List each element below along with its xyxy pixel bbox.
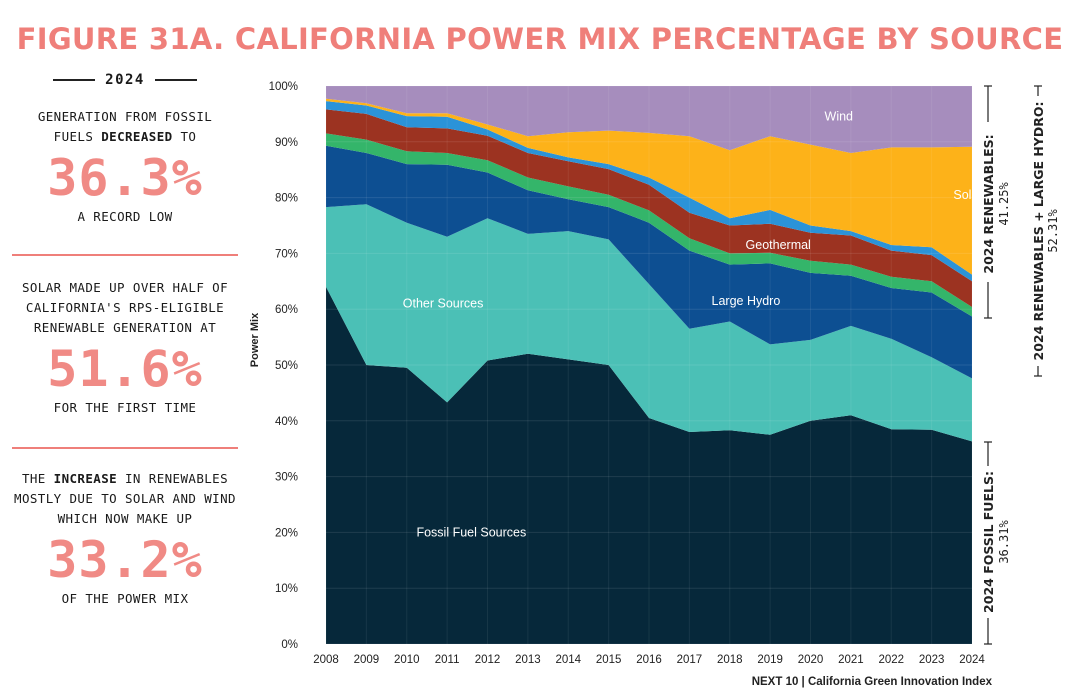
area-label-geothermal: Geothermal xyxy=(746,238,811,252)
gridlines xyxy=(325,85,973,645)
stat-solar-share: SOLAR MADE UP OVER HALF OF CALIFORNIA'S … xyxy=(12,278,238,415)
area-biomass xyxy=(326,133,972,317)
renewables-value: 41.25% xyxy=(997,182,1011,226)
y-tick-label: 80% xyxy=(275,193,298,205)
y-tick-label: 70% xyxy=(275,248,298,260)
stat2-line3: RENEWABLE GENERATION AT xyxy=(33,320,217,335)
renew-hydro-label-bg xyxy=(1028,96,1056,366)
area-labels: Fossil Fuel Sources Other Sources Large Hy… xyxy=(403,110,983,540)
y-tick-label: 40% xyxy=(275,416,298,428)
renew-hydro-title: 2024 RENEWABLES + LARGE HYDRO: xyxy=(1031,102,1046,361)
area-label-solar: Solar xyxy=(953,188,982,202)
renewables-title: 2024 RENEWABLES: xyxy=(981,134,996,273)
area-geothermal xyxy=(326,109,972,308)
fossil-title: 2024 FOSSIL FUELS: xyxy=(981,471,996,613)
x-tick-label: 2017 xyxy=(677,654,703,666)
y-tick-label: 0% xyxy=(281,639,298,651)
area-label-other-sources: Other Sources xyxy=(403,297,484,311)
area-series-group xyxy=(326,86,972,644)
x-tick-label: 2009 xyxy=(354,654,380,666)
x-tick-label: 2015 xyxy=(596,654,622,666)
x-tick-label: 2013 xyxy=(515,654,541,666)
stat2-line1: SOLAR MADE UP OVER HALF OF xyxy=(21,280,229,295)
x-tick-label: 2010 xyxy=(394,654,420,666)
stat-fossil-decrease: GENERATION FROM FOSSIL FUELS DECREASED T… xyxy=(12,107,238,224)
stat2-value: 51.6% xyxy=(47,340,203,398)
x-tick-label: 2023 xyxy=(919,654,945,666)
y-tick-label: 50% xyxy=(275,360,298,372)
stat3-pre: THE xyxy=(21,471,46,486)
stat2-line2: CALIFORNIA'S RPS-ELIGIBLE xyxy=(25,300,225,315)
y-tick-label: 60% xyxy=(275,304,298,316)
x-axis-ticks: 2008 2009 2010 2011 2012 2013 2014 2015 2016 2017… xyxy=(313,654,985,666)
renewables-label-bg xyxy=(978,122,1000,282)
stat2-sub: FOR THE FIRST TIME xyxy=(53,400,197,415)
renewables-hydro-bracket: 2024 RENEWABLES + LARGE HYDRO: 52.31% xyxy=(1028,85,1060,377)
x-tick-label: 2020 xyxy=(798,654,824,666)
x-tick-label: 2018 xyxy=(717,654,743,666)
divider-1 xyxy=(12,254,238,256)
y-tick-label: 20% xyxy=(275,527,298,539)
divider-2 xyxy=(12,447,238,449)
fossil-value: 36.31% xyxy=(997,520,1011,564)
figure-title: FIGURE 31A. CALIFORNIA POWER MIX PERCENT… xyxy=(16,22,1064,56)
renewables-bracket: 2024 RENEWABLES: 41.25% xyxy=(978,85,1011,319)
stat1-value: 36.3% xyxy=(47,149,203,207)
year-rule-left xyxy=(53,79,96,81)
footer-credit: NEXT 10 | California Green Innovation In… xyxy=(751,676,992,688)
year-heading: 2024 xyxy=(12,72,238,88)
x-tick-label: 2021 xyxy=(838,654,864,666)
stat1-sub: A RECORD LOW xyxy=(77,209,173,224)
area-wind xyxy=(326,86,972,153)
x-tick-label: 2016 xyxy=(636,654,662,666)
area-other-sources xyxy=(326,204,972,442)
area-large-hydro xyxy=(326,145,972,379)
power-mix-chart: 0%10%20%30%40%50%60%70%80%90%100% 2008 20… xyxy=(249,81,1060,666)
x-tick-label: 2008 xyxy=(313,654,339,666)
stat1-line2: FUELS DECREASED TO xyxy=(12,127,238,147)
y-tick-label: 90% xyxy=(275,137,298,149)
stat1-line1: GENERATION FROM FOSSIL xyxy=(37,109,213,124)
y-axis-ticks: 0% 10% 20% 30% 40% 50% 60% 70% 80% 90% 100% xyxy=(269,81,298,651)
stat3-line2: MOSTLY DUE TO SOLAR AND WIND xyxy=(14,491,236,506)
x-tick-label: 2022 xyxy=(878,654,904,666)
stat3-sub: OF THE POWER MIX xyxy=(61,591,189,606)
y-tick-label: 100% xyxy=(269,81,298,93)
area-label-wind: Wind xyxy=(825,110,854,124)
y-tick-label: 10% xyxy=(275,583,298,595)
y-axis-label: Power Mix xyxy=(249,312,261,367)
stat1-bold: DECREASED xyxy=(101,129,173,144)
x-tick-label: 2024 xyxy=(959,654,985,666)
area-label-fossil-fuel-sources: Fossil Fuel Sources xyxy=(416,525,526,539)
year-rule-right xyxy=(154,79,197,81)
stat3-value: 33.2% xyxy=(47,531,203,589)
year-label: 2024 xyxy=(105,72,145,88)
fossil-bracket: 2024 FOSSIL FUELS: 36.31% xyxy=(978,441,1011,645)
stat3-post: IN RENEWABLES xyxy=(125,471,229,486)
x-tick-label: 2019 xyxy=(757,654,783,666)
area-label-large-hydro: Large Hydro xyxy=(712,294,781,308)
fossil-label-bg xyxy=(978,466,1000,618)
stat1-post: TO xyxy=(180,129,197,144)
area-small-hydro xyxy=(326,101,972,282)
stat1-pre2: FUELS xyxy=(53,129,94,144)
y-tick-label: 30% xyxy=(275,472,298,484)
stat3-line1: THE INCREASE IN RENEWABLES xyxy=(12,469,238,489)
area-fossil-fuel-sources xyxy=(326,286,972,644)
area-solar xyxy=(326,98,972,275)
stat3-bold: INCREASE xyxy=(53,471,118,486)
x-tick-label: 2014 xyxy=(555,654,581,666)
x-tick-label: 2012 xyxy=(475,654,501,666)
x-tick-label: 2011 xyxy=(435,654,460,666)
stat3-line3: WHICH NOW MAKE UP xyxy=(57,511,193,526)
sidebar-stats: 2024 GENERATION FROM FOSSIL FUELS DECREA… xyxy=(12,70,238,606)
stat-renewables-increase: THE INCREASE IN RENEWABLES MOSTLY DUE TO… xyxy=(12,469,238,606)
renew-hydro-value: 52.31% xyxy=(1046,209,1060,253)
